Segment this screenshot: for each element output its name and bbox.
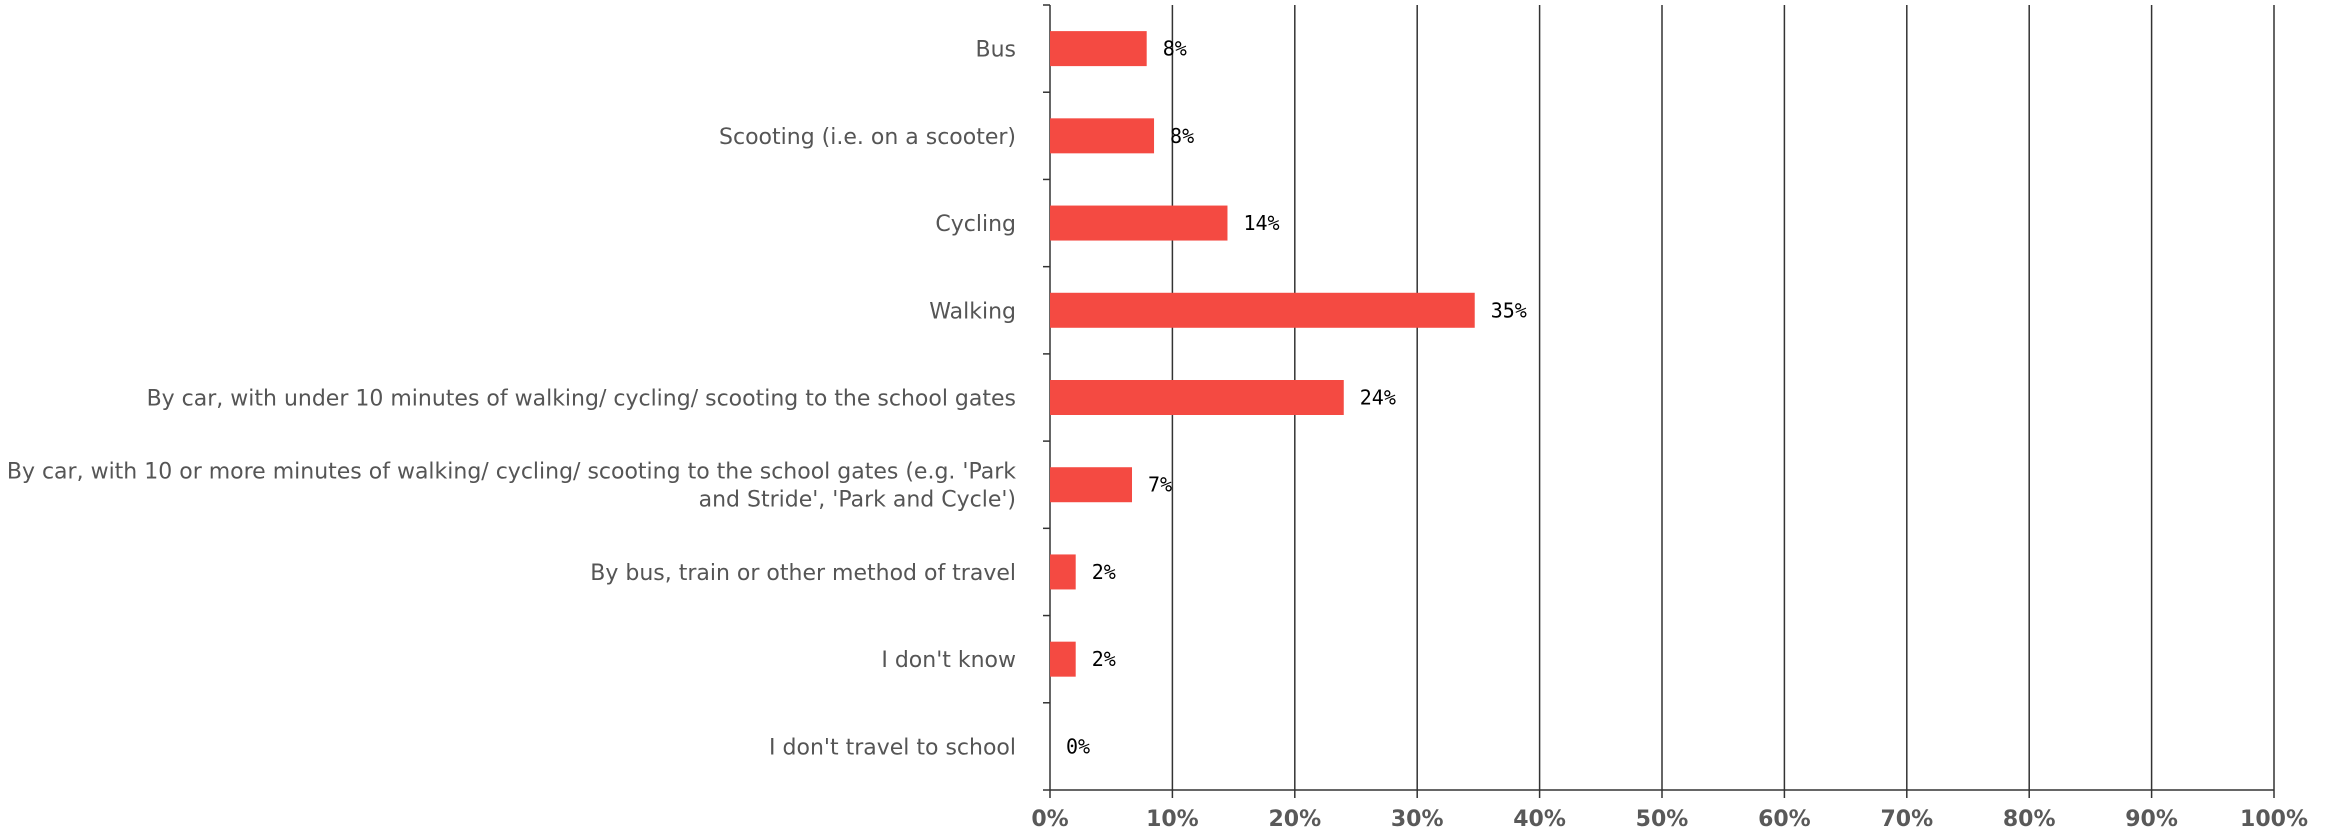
bar [1050, 206, 1227, 241]
category-label: Cycling [935, 212, 1016, 237]
category-label: I don't travel to school [769, 735, 1016, 760]
value-label: 8% [1163, 37, 1187, 61]
category-label: I don't know [881, 648, 1016, 673]
x-tick-label: 70% [1880, 807, 1933, 829]
category-label: By bus, train or other method of travel [590, 561, 1016, 586]
category-label: Walking [929, 299, 1016, 324]
x-tick-label: 10% [1146, 807, 1199, 829]
category-label: By car, with under 10 minutes of walking… [147, 387, 1016, 412]
category-label: Scooting (i.e. on a scooter) [719, 125, 1016, 150]
bar [1050, 467, 1132, 502]
bar [1050, 293, 1475, 328]
x-tick-label: 60% [1758, 807, 1811, 829]
x-tick-label: 80% [2003, 807, 2056, 829]
category-label: Bus [976, 38, 1017, 63]
value-label: 2% [1092, 647, 1116, 671]
category-label: By car, with 10 or more minutes of walki… [7, 460, 1016, 485]
category-label: and Stride', 'Park and Cycle') [699, 488, 1016, 513]
category-labels: Bus Scooting (i.e. on a scooter) Cycling Wa… [7, 38, 1016, 761]
bar [1050, 31, 1147, 66]
value-label: 7% [1148, 473, 1172, 497]
x-tick-label: 40% [1513, 807, 1566, 829]
value-label: 2% [1092, 560, 1116, 584]
x-tick-label: 20% [1268, 807, 1321, 829]
value-label: 8% [1170, 124, 1194, 148]
bar [1050, 554, 1076, 589]
value-label: 35% [1491, 298, 1527, 322]
x-tick-label: 90% [2125, 807, 2178, 829]
value-label: 24% [1360, 386, 1396, 410]
x-tick-label: 100% [2240, 807, 2308, 829]
x-tick-label: 30% [1391, 807, 1444, 829]
x-tick-labels: 0% 10% 20% 30% 40% 50% 60% 70% 80% 90% 100% [1031, 807, 2308, 829]
value-label: 14% [1243, 211, 1279, 235]
bar [1050, 118, 1154, 153]
value-label: 0% [1066, 734, 1090, 758]
x-tick-label: 50% [1636, 807, 1689, 829]
bar [1050, 380, 1344, 415]
bar [1050, 642, 1076, 677]
x-tick-label: 0% [1031, 807, 1068, 829]
